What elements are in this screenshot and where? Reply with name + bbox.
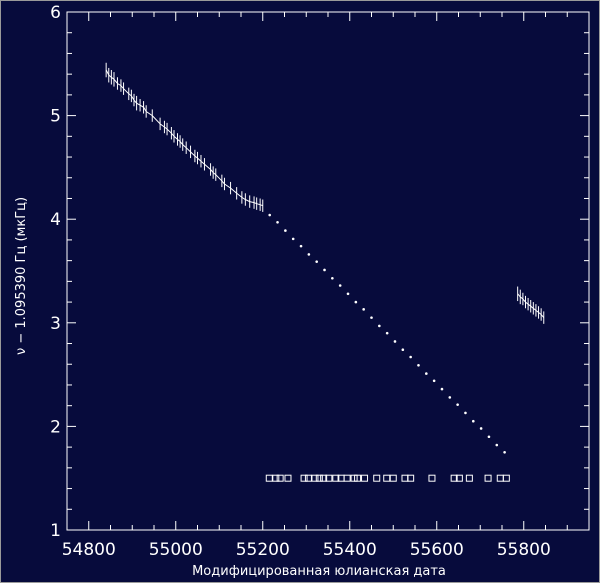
extrapolation-dot (503, 451, 506, 454)
epoch-square (455, 474, 463, 482)
x-tick-label: 54800 (62, 540, 116, 560)
y-tick-label: 1 (50, 521, 61, 541)
epoch-square (373, 474, 381, 482)
epoch-square (300, 474, 308, 482)
extrapolation-dot (471, 419, 475, 423)
epoch-square (428, 474, 436, 482)
extrapolation-dot (276, 221, 279, 224)
epoch-square (361, 474, 369, 482)
epoch-square (383, 474, 391, 482)
marks-group (105, 62, 545, 482)
extrapolation-dot (354, 300, 358, 304)
epoch-square (484, 474, 492, 482)
epoch-square (450, 474, 458, 482)
extrapolation-dot (417, 363, 420, 367)
extrapolation-dot (479, 427, 483, 430)
extrapolation-dot (346, 292, 350, 296)
epoch-square (265, 474, 273, 482)
epoch-square (315, 474, 323, 482)
x-tick-label: 55600 (410, 540, 464, 560)
epoch-square (272, 474, 280, 482)
epoch-square (311, 474, 319, 482)
extrapolation-dot (362, 308, 365, 311)
epoch-square (332, 474, 340, 482)
extrapolation-dot (315, 260, 318, 263)
epoch-square (407, 474, 415, 482)
y-tick-label: 5 (50, 107, 61, 127)
ticks-group: 54800 55000 55200 55400 55600 55800 1 2 3 4 5 6 (50, 3, 590, 560)
extrapolation-dot (307, 253, 311, 256)
x-tick-label: 55800 (497, 540, 551, 560)
extrapolation-dot (393, 340, 397, 343)
epoch-square (276, 474, 284, 482)
x-axis-title: Модифицированная юлианская дата (192, 564, 446, 579)
extrapolation-dot (432, 379, 436, 383)
plot-border (66, 11, 590, 531)
extrapolation-dot (440, 387, 444, 391)
epoch-square (465, 474, 473, 482)
axes-group (66, 11, 590, 531)
extrapolation-dot (370, 316, 373, 319)
x-tick-label: 55000 (149, 540, 203, 560)
extrapolation-dot (495, 443, 499, 447)
extrapolation-dot (456, 403, 459, 406)
extrapolation-dot (378, 324, 381, 328)
extrapolation-dot (338, 284, 342, 287)
epoch-square (354, 474, 362, 482)
epoch-square (304, 474, 312, 482)
epoch-square (284, 474, 292, 482)
epoch-square (401, 474, 409, 482)
extrapolation-dot (291, 237, 295, 241)
y-tick-label: 6 (50, 3, 61, 23)
extrapolation-dot (401, 348, 405, 352)
extrapolation-dot (409, 355, 412, 359)
y-tick-label: 3 (50, 314, 61, 334)
y-axis-title: ν − 1.095390 Гц (мкГц) (14, 197, 29, 355)
extrapolation-dot (323, 268, 326, 272)
epoch-square (496, 474, 504, 482)
epoch-square (325, 474, 333, 482)
extrapolation-dot (268, 213, 272, 217)
y-tick-label: 4 (50, 210, 61, 230)
extrapolation-dot (464, 411, 467, 415)
x-tick-label: 55400 (323, 540, 377, 560)
epoch-square (502, 474, 510, 482)
epoch-square (343, 474, 351, 482)
extrapolation-dot (425, 372, 428, 375)
extrapolation-dot (487, 435, 491, 439)
y-tick-label: 2 (50, 417, 61, 437)
extrapolation-dot (284, 229, 287, 232)
extrapolation-dot (385, 331, 389, 335)
extrapolation-dot (448, 396, 452, 399)
epoch-square (320, 474, 328, 482)
extrapolation-dot (299, 244, 303, 248)
fit-line (105, 69, 263, 207)
x-tick-label: 55200 (236, 540, 290, 560)
extrapolation-dot (331, 276, 334, 280)
epoch-square (389, 474, 397, 482)
